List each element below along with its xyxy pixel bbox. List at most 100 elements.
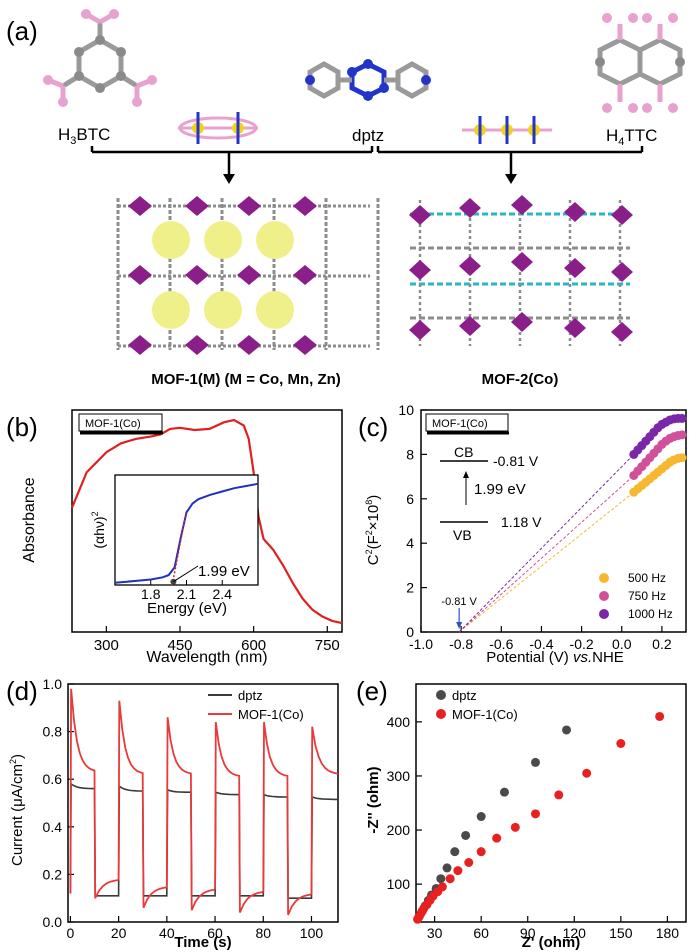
d-ytick-label: 0.4: [43, 819, 63, 835]
c-gap-value: 1.99 eV: [474, 481, 526, 498]
b-xtick-label: 450: [167, 637, 192, 654]
mof2-metal-node: [564, 258, 586, 278]
arrow-down-icon: [223, 174, 235, 184]
c-ticks: -1.0 -0.8 -0.6 -0.4 -0.2 0.0 0.2 0 2 4 6 8 10: [398, 402, 671, 652]
e-point: [492, 833, 502, 843]
panel-c: (c) C2(F2×108) -1.0 -0.8 -0.6 -0.4 -0.2 0.0 0.…: [358, 402, 687, 666]
c-plot-frame: [420, 409, 687, 633]
c-vb-label: VB: [453, 527, 472, 543]
d-xtick-label: 60: [207, 925, 223, 941]
c-series-legend: 500 Hz 750 Hz 1000 Hz: [599, 571, 673, 621]
d-xlabel: Time (s): [174, 934, 231, 951]
e-point: [655, 711, 665, 721]
c-legend-label: 500 Hz: [628, 571, 666, 585]
b-legend-text: MOF-1(Co): [85, 418, 141, 430]
c-fit-line: [458, 491, 635, 633]
mof1-metal-node: [185, 196, 209, 216]
c-intercept-label: -0.81 V: [441, 596, 477, 608]
c-legend-box: [425, 413, 509, 432]
d-legend-label: MOF-1(Co): [238, 707, 304, 722]
d-ylabel: Current (μA/cm2): [8, 754, 26, 866]
b-absorbance-series: [70, 418, 343, 625]
e-xlabel: Z' (ohm): [522, 934, 581, 951]
arrow-down-icon: [505, 174, 517, 184]
b-inset-xticks: 1.8 2.1 2.4: [141, 580, 232, 602]
dptz-nitrogens: [305, 59, 431, 101]
b-inset-annotation: 1.99 eV: [198, 563, 250, 580]
d-series-line: [69, 782, 338, 899]
mof2-metal-node: [409, 260, 431, 280]
mof2-structure: [409, 195, 633, 346]
panel-a: (a) H3BTC: [6, 9, 685, 388]
c-ylabel: C2(F2×108): [364, 495, 382, 566]
c-xtick-label: -0.8: [449, 636, 473, 652]
e-point: [530, 809, 540, 819]
mof1-cavity: [256, 291, 294, 329]
d-ytick-label: 0.8: [43, 724, 63, 740]
e-point: [582, 768, 592, 778]
h3btc-label: H3BTC: [58, 125, 110, 147]
e-point: [530, 757, 540, 767]
e-ylabel: -Z'' (ohm): [365, 766, 382, 833]
c-fit-lines: [458, 454, 635, 633]
c-ytick-label: 2: [406, 580, 414, 596]
e-point: [510, 822, 520, 832]
mof2-metal-node: [511, 312, 533, 332]
panel-c-label: (c): [358, 412, 388, 442]
d-xtick-label: 80: [255, 925, 271, 941]
c-legend-marker: [599, 591, 609, 601]
e-ytick-label: 400: [387, 714, 411, 730]
b-xtick-label: 600: [241, 637, 266, 654]
c-xtick-label: -0.2: [570, 636, 594, 652]
e-point: [445, 874, 455, 884]
e-plot-frame: [415, 683, 687, 923]
panel-b: (b) Absorbance 300 450 600 750 MOF-1(Co) Wa…: [6, 409, 343, 666]
mof1-metal-node: [185, 265, 209, 285]
d-xtick-label: 40: [159, 925, 175, 941]
dptz-label: dptz: [352, 126, 384, 145]
panel-d: (d) Current (μA/cm2) 0 20 40 60 80 1000.00.20…: [6, 676, 339, 951]
mof1-metal-node: [237, 196, 261, 216]
c-ytick-label: 6: [406, 491, 414, 507]
b-inset-ylabel: (αhν)2: [90, 511, 107, 548]
d-xtick-label: 20: [111, 925, 127, 941]
panel-e: (e) -Z'' (ohm) 30 60 90 120 150 180 100 200 300 4…: [356, 676, 687, 951]
c-xtick-label: -1.0: [409, 636, 433, 652]
c-legend-label: 1000 Hz: [628, 607, 673, 621]
d-series-line: [69, 688, 339, 916]
mof1-metal-node: [237, 265, 261, 285]
b-inset-xlabel: Energy (eV): [147, 600, 227, 617]
mof1-metal-node: [128, 265, 152, 285]
mof1-metal-node: [128, 335, 152, 355]
mof2-metal-node: [409, 205, 431, 225]
e-xtick-label: 120: [563, 925, 587, 941]
mof2-metal-node: [459, 256, 481, 276]
d-xtick-label: 100: [300, 925, 324, 941]
c-point: [677, 430, 687, 440]
mof1-metal-node: [293, 335, 317, 355]
e-ytick-label: 200: [387, 822, 411, 838]
d-plot-frame: [67, 683, 339, 923]
e-point: [453, 866, 463, 876]
c-cb-label: CB: [454, 444, 473, 460]
e-point: [499, 787, 509, 797]
b-inset-xtick-label: 2.4: [213, 586, 233, 602]
c-xlabel: Potential (V) vs.NHE: [486, 649, 624, 666]
b-xlabel: Wavelength (nm): [146, 649, 267, 666]
mof1-cavity: [204, 291, 242, 329]
e-point: [461, 830, 471, 840]
b-ylabel: Absorbance: [21, 477, 38, 562]
c-legend-marker: [599, 573, 609, 583]
mof1-structure: [116, 196, 380, 355]
mof1-cavity: [204, 221, 242, 259]
e-ytick-label: 100: [387, 876, 411, 892]
c-ytick-label: 8: [406, 446, 414, 462]
mof1-cavity: [152, 291, 190, 329]
d-legend-label: dptz: [238, 688, 263, 703]
b-plot-frame: [71, 409, 343, 633]
sbu-1-icon: [178, 112, 258, 144]
h4ttc-molecule-icon: [597, 24, 683, 102]
mof2-metal-node: [611, 262, 633, 282]
d-series: [69, 688, 339, 916]
